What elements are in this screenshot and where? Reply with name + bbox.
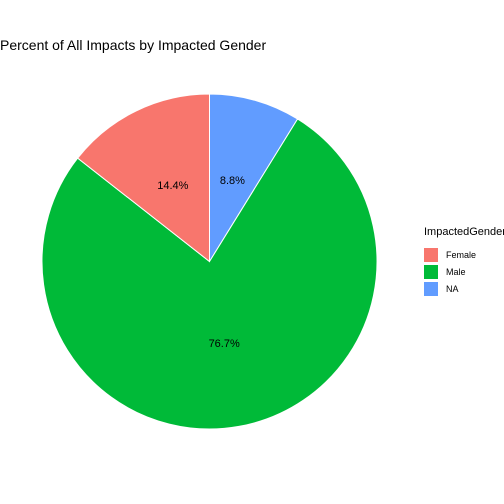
legend-key-female xyxy=(424,248,438,262)
legend-item-male: Male xyxy=(424,263,504,280)
legend-key-na xyxy=(424,282,438,296)
legend-item-female: Female xyxy=(424,246,504,263)
legend: ImpactedGender Female Male NA xyxy=(424,226,504,297)
slice-label-na: 8.8% xyxy=(220,175,245,187)
slice-label-male: 76.7% xyxy=(209,338,240,350)
legend-label-na: NA xyxy=(446,284,459,294)
slice-label-female: 14.4% xyxy=(157,180,188,192)
legend-title: ImpactedGender xyxy=(424,226,504,238)
legend-label-male: Male xyxy=(446,267,466,277)
legend-label-female: Female xyxy=(446,250,476,260)
legend-key-male xyxy=(424,265,438,279)
legend-item-na: NA xyxy=(424,280,504,297)
